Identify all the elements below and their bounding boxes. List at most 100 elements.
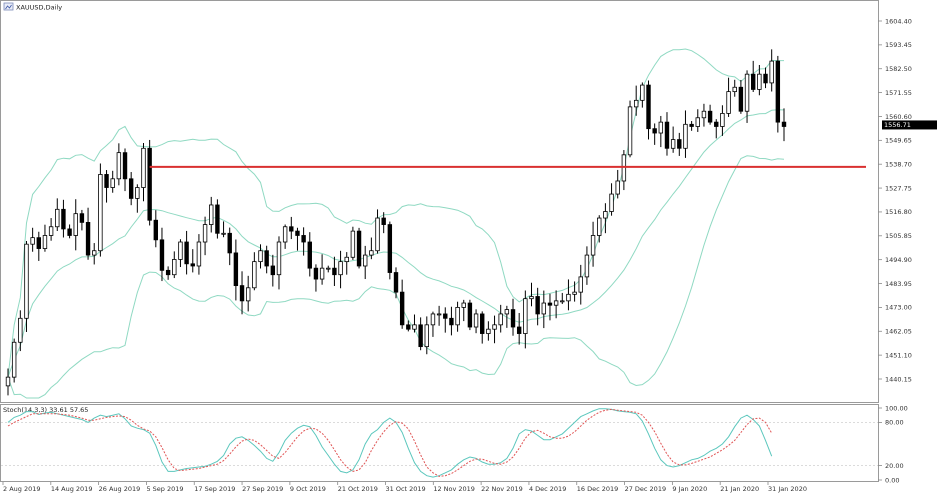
bear-candle	[480, 313, 485, 334]
bull-candle	[732, 86, 737, 93]
bear-candle	[165, 269, 171, 276]
bear-candle	[664, 121, 670, 149]
symbol-title: XAUUSD,Daily	[16, 4, 62, 12]
bull-candle	[603, 211, 608, 219]
bull-candle	[529, 296, 534, 300]
bull-candle	[196, 241, 202, 267]
bull-candle	[473, 313, 479, 328]
bull-candle	[92, 250, 97, 256]
bear-candle	[295, 230, 300, 236]
bull-candle	[116, 152, 122, 180]
price-label: 1473.00	[885, 304, 912, 312]
stoch-label: 80.00	[885, 419, 904, 427]
bull-candle	[42, 235, 48, 249]
bear-candle	[393, 272, 399, 293]
bull-candle	[615, 180, 620, 195]
bear-candle	[399, 291, 405, 326]
time-label: 14 Aug 2019	[51, 485, 93, 493]
stoch-label: 0.00	[885, 476, 899, 484]
time-label: 2 Aug 2019	[3, 485, 41, 493]
bull-candle	[430, 313, 436, 326]
bull-candle	[486, 328, 491, 334]
bull-candle	[375, 217, 380, 252]
bull-candle	[178, 241, 183, 260]
current-price-tag: 1556.71	[882, 120, 937, 130]
bull-candle	[541, 302, 547, 315]
bear-candle	[307, 241, 312, 269]
time-label: 5 Sep 2019	[146, 485, 183, 493]
bear-candle	[449, 317, 454, 326]
bear-candle	[689, 123, 694, 127]
price-label: 1516.80	[885, 208, 912, 216]
candles	[5, 49, 787, 396]
bull-candle	[344, 256, 349, 263]
bull-candle	[5, 376, 11, 387]
time-label: 27 Dec 2019	[625, 485, 667, 493]
bear-candle	[547, 302, 553, 306]
bull-candle	[436, 313, 442, 316]
bear-candle	[332, 267, 337, 276]
bull-candle	[609, 193, 614, 212]
time-label: 22 Nov 2019	[481, 485, 523, 493]
current-price-tag-bg	[882, 120, 937, 130]
stoch-title: Stoch(14,3,3) 33.61 57.65	[3, 406, 88, 414]
bear-candle	[85, 221, 91, 256]
bull-candle	[695, 117, 700, 127]
price-label: 1462.05	[885, 328, 912, 336]
bull-candle	[492, 324, 497, 330]
bull-candle	[701, 110, 707, 119]
bull-candle	[683, 123, 688, 149]
chart-line-icon	[5, 4, 12, 10]
bull-candle	[560, 300, 565, 303]
bear-candle	[387, 224, 393, 273]
bear-candle	[781, 121, 787, 127]
price-label: 1549.65	[885, 137, 912, 145]
bull-candle	[578, 276, 583, 293]
bear-candle	[159, 239, 165, 271]
bull-candle	[98, 174, 103, 252]
bull-candle	[455, 306, 460, 326]
bear-candle	[751, 73, 756, 90]
bear-candle	[122, 152, 128, 180]
bull-candle	[726, 91, 731, 114]
price-label: 1571.55	[885, 89, 912, 97]
bull-candle	[504, 309, 510, 315]
main-panel-frame	[0, 0, 879, 403]
bull-candle	[326, 267, 331, 270]
bear-candle	[738, 86, 744, 112]
price-label: 1593.45	[885, 41, 912, 49]
bear-candle	[443, 313, 448, 319]
price-label: 1538.70	[885, 161, 912, 169]
bear-candle	[147, 147, 152, 221]
time-label: 12 Nov 2019	[433, 485, 475, 493]
bull-candle	[584, 254, 590, 278]
time-label: 21 Jan 2020	[720, 485, 759, 493]
stoch-lines	[7, 408, 773, 478]
time-label: 27 Sep 2019	[242, 485, 283, 493]
bull-candle	[319, 267, 325, 280]
bull-candle	[553, 300, 559, 306]
price-label: 1494.90	[885, 256, 912, 264]
bull-candle	[590, 235, 596, 256]
bear-candle	[763, 73, 768, 84]
time-label: 9 Oct 2019	[290, 485, 326, 493]
bear-candle	[264, 250, 269, 267]
bear-candle	[535, 296, 540, 315]
price-label: 1451.10	[885, 351, 912, 359]
bear-candle	[190, 263, 195, 267]
bear-candle	[646, 84, 651, 130]
price-label: 1505.85	[885, 232, 912, 240]
bear-candle	[79, 213, 85, 223]
bull-candle	[135, 187, 140, 199]
bull-candle	[258, 250, 263, 263]
bull-candle	[141, 147, 146, 188]
bull-candle	[769, 60, 774, 84]
bull-candle	[11, 341, 17, 378]
bull-candle	[363, 254, 368, 267]
bear-candle	[652, 128, 657, 134]
bear-candle	[289, 226, 294, 232]
bull-candle	[597, 217, 602, 236]
bear-candle	[233, 252, 239, 287]
